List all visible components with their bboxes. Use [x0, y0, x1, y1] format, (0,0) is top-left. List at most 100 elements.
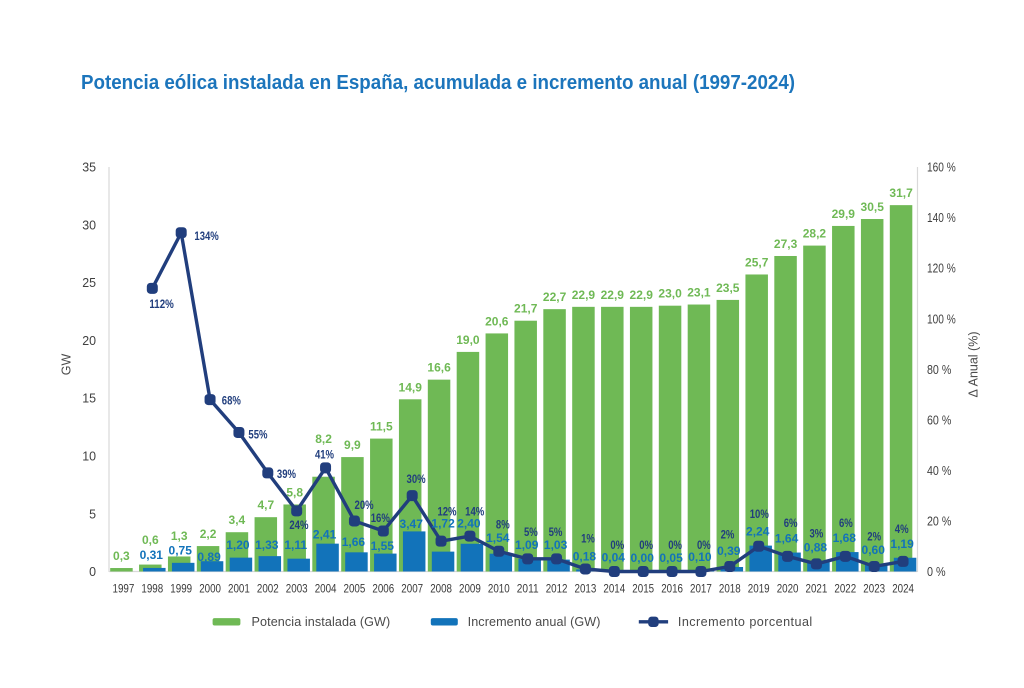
svg-text:10%: 10% [750, 507, 769, 521]
svg-text:0%: 0% [610, 538, 624, 552]
svg-text:31,7: 31,7 [889, 186, 913, 200]
svg-text:10: 10 [82, 449, 96, 464]
svg-text:14,9: 14,9 [399, 380, 423, 394]
svg-text:19,0: 19,0 [456, 333, 480, 347]
svg-text:100 %: 100 % [927, 311, 956, 326]
svg-text:0,6: 0,6 [142, 533, 159, 547]
svg-text:0 %: 0 % [927, 564, 946, 579]
svg-text:2001: 2001 [228, 582, 250, 596]
svg-text:2005: 2005 [344, 582, 366, 596]
svg-text:30,5: 30,5 [861, 200, 885, 214]
svg-text:1,33: 1,33 [255, 538, 279, 552]
svg-text:2013: 2013 [575, 582, 597, 596]
svg-text:2011: 2011 [517, 582, 539, 596]
svg-text:1%: 1% [581, 532, 595, 546]
svg-text:2,41: 2,41 [313, 528, 337, 542]
svg-text:24%: 24% [289, 518, 308, 532]
svg-text:1999: 1999 [170, 582, 192, 596]
svg-text:2016: 2016 [661, 582, 683, 596]
svg-text:0,39: 0,39 [717, 544, 741, 558]
svg-text:3,47: 3,47 [400, 517, 424, 531]
svg-text:30: 30 [82, 217, 96, 232]
svg-text:2012: 2012 [546, 582, 568, 596]
svg-text:1,64: 1,64 [775, 531, 799, 545]
svg-text:22,7: 22,7 [543, 290, 567, 304]
svg-text:20,6: 20,6 [485, 314, 509, 328]
svg-text:2004: 2004 [315, 582, 337, 596]
svg-text:2024: 2024 [892, 582, 914, 596]
svg-text:0,00: 0,00 [631, 551, 655, 565]
svg-text:23,5: 23,5 [716, 281, 740, 295]
svg-text:2006: 2006 [372, 582, 394, 596]
svg-text:15: 15 [82, 391, 96, 406]
svg-text:60 %: 60 % [927, 412, 952, 427]
svg-text:55%: 55% [248, 428, 267, 442]
svg-text:0,10: 0,10 [688, 550, 712, 564]
svg-text:1,54: 1,54 [486, 531, 510, 545]
svg-text:35: 35 [82, 160, 96, 175]
svg-text:22,9: 22,9 [601, 288, 625, 302]
svg-text:1,19: 1,19 [890, 537, 914, 551]
svg-text:2015: 2015 [632, 582, 654, 596]
svg-text:22,9: 22,9 [572, 288, 596, 302]
svg-text:134%: 134% [194, 229, 219, 243]
svg-text:20%: 20% [355, 498, 374, 512]
svg-text:2007: 2007 [401, 582, 423, 596]
svg-text:GW: GW [60, 354, 74, 376]
svg-text:0,89: 0,89 [197, 550, 221, 564]
svg-text:2008: 2008 [430, 582, 452, 596]
svg-text:27,3: 27,3 [774, 237, 798, 251]
svg-text:0,88: 0,88 [804, 541, 828, 555]
svg-text:0: 0 [89, 564, 96, 579]
svg-text:22,9: 22,9 [630, 288, 654, 302]
svg-text:160 %: 160 % [927, 160, 956, 175]
svg-text:0%: 0% [668, 538, 682, 552]
svg-text:Potencia eólica instalada en E: Potencia eólica instalada en España, acu… [81, 71, 795, 94]
svg-text:2020: 2020 [777, 582, 799, 596]
svg-text:0,3: 0,3 [113, 549, 130, 563]
svg-text:2002: 2002 [257, 582, 279, 596]
svg-text:1,11: 1,11 [284, 538, 307, 552]
svg-text:140 %: 140 % [927, 210, 956, 225]
svg-text:1,03: 1,03 [544, 538, 568, 552]
svg-text:Incremento porcentual: Incremento porcentual [678, 615, 813, 629]
svg-text:2%: 2% [867, 530, 881, 544]
svg-text:40 %: 40 % [927, 463, 952, 478]
svg-text:2014: 2014 [603, 582, 625, 596]
svg-text:2%: 2% [721, 527, 735, 541]
svg-text:Potencia instalada (GW): Potencia instalada (GW) [252, 615, 391, 629]
svg-text:3,4: 3,4 [229, 513, 246, 527]
svg-text:20: 20 [82, 333, 96, 348]
svg-text:16%: 16% [371, 511, 390, 525]
svg-text:0,05: 0,05 [659, 551, 683, 565]
svg-text:0,60: 0,60 [862, 543, 886, 557]
svg-text:Δ Anual (%): Δ Anual (%) [966, 331, 980, 397]
svg-text:68%: 68% [222, 393, 241, 407]
svg-text:23,1: 23,1 [687, 286, 711, 300]
svg-text:6%: 6% [839, 516, 853, 530]
svg-text:4,7: 4,7 [257, 498, 274, 512]
svg-text:5%: 5% [549, 525, 563, 539]
svg-text:2,24: 2,24 [746, 525, 770, 539]
svg-text:41%: 41% [315, 448, 334, 462]
svg-text:28,2: 28,2 [803, 227, 827, 241]
svg-text:25: 25 [82, 275, 96, 290]
svg-text:1,3: 1,3 [171, 529, 188, 543]
svg-text:25,7: 25,7 [745, 256, 769, 270]
svg-text:2003: 2003 [286, 582, 308, 596]
svg-text:21,7: 21,7 [514, 302, 538, 316]
svg-text:4%: 4% [895, 522, 909, 536]
svg-text:1,55: 1,55 [371, 539, 395, 553]
svg-text:2022: 2022 [834, 582, 856, 596]
svg-text:20 %: 20 % [927, 514, 952, 529]
svg-text:Incremento anual (GW): Incremento anual (GW) [468, 615, 601, 629]
svg-text:120 %: 120 % [927, 261, 956, 276]
svg-text:5%: 5% [524, 525, 538, 539]
svg-text:80 %: 80 % [927, 362, 952, 377]
svg-text:1,09: 1,09 [515, 538, 539, 552]
svg-text:9,9: 9,9 [344, 438, 361, 452]
svg-text:14%: 14% [465, 505, 484, 519]
svg-text:0,31: 0,31 [140, 548, 164, 562]
svg-text:6%: 6% [784, 516, 798, 530]
svg-text:5: 5 [89, 506, 96, 521]
